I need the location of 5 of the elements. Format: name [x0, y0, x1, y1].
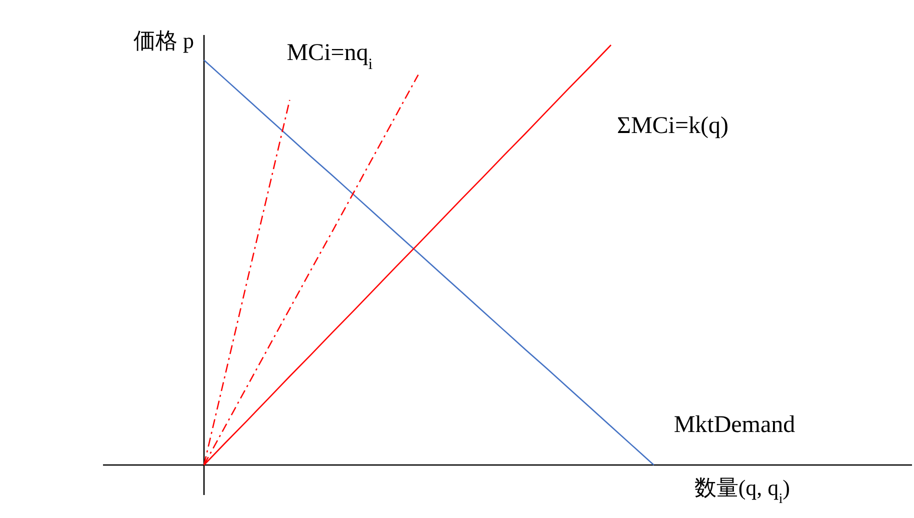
- series-label: MCi=nq$_{i}$: [286, 40, 374, 73]
- y-axis-title: 価格 p: [134, 28, 194, 53]
- series-label: MktDemand: [674, 412, 796, 438]
- x-axis-title: 数量(q, q$_{i}$): [694, 475, 790, 507]
- text: ΣMCi=k(q): [616, 113, 728, 139]
